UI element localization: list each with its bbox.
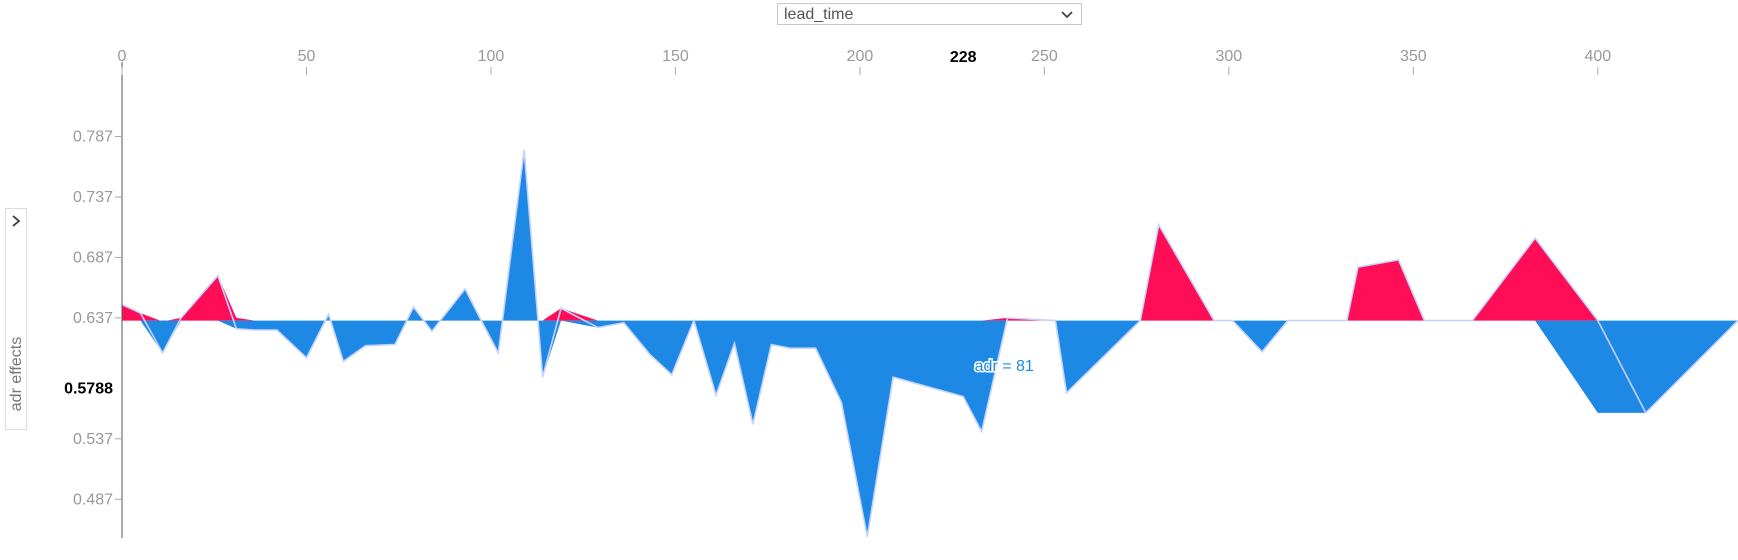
negative-effect-area <box>122 149 1738 537</box>
chevron-down-icon <box>1061 11 1073 19</box>
highlight-x-label: 228 <box>950 49 977 66</box>
feature-annotation: adr = 81 <box>975 358 1034 375</box>
effect-outline <box>121 149 1738 537</box>
feature-select-value: lead_time <box>784 6 854 23</box>
x-tick-label: 350 <box>1400 48 1427 65</box>
annotation-value: = 81 <box>998 358 1034 375</box>
y-tick-label: 0.737 <box>73 189 113 206</box>
x-tick-label: 50 <box>298 48 316 65</box>
x-tick-label: 0 <box>118 48 127 65</box>
y-axis-panel: adr effects <box>5 208 27 430</box>
annotation-feature: adr <box>975 358 999 375</box>
chevron-right-icon[interactable] <box>8 213 24 229</box>
axes: 0 50 100 150 200 250 300 350 400 0.787 0.737 0.687 0… <box>64 48 1611 538</box>
x-tick-label: 200 <box>847 48 874 65</box>
feature-select[interactable]: lead_time <box>777 3 1082 25</box>
x-tick-label: 300 <box>1215 48 1242 65</box>
x-tick-label: 100 <box>478 48 505 65</box>
x-tick-label: 250 <box>1031 48 1058 65</box>
y-tick-label: 0.787 <box>73 129 113 146</box>
y-tick-label: 0.637 <box>73 310 113 327</box>
positive-effect-area <box>122 224 1738 322</box>
x-tick-label: 150 <box>662 48 689 65</box>
highlight-y-label: 0.5788 <box>64 380 113 397</box>
effect-areas <box>122 149 1738 537</box>
y-tick-label: 0.687 <box>73 249 113 266</box>
x-tick-label: 400 <box>1584 48 1611 65</box>
y-tick-label: 0.487 <box>73 491 113 508</box>
y-tick-label: 0.537 <box>73 431 113 448</box>
